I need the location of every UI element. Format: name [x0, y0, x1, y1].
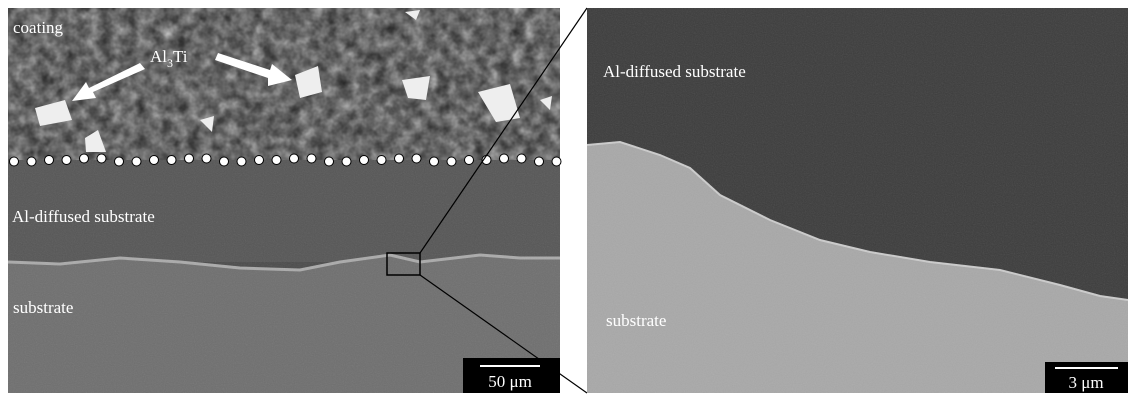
boundary-dot: [360, 156, 369, 165]
boundary-dot: [80, 154, 89, 163]
boundary-dot: [62, 156, 71, 165]
boundary-dot: [342, 157, 351, 166]
scale-bar-label: 3 μm: [1068, 373, 1103, 392]
boundary-dot: [255, 156, 264, 165]
figure: coating Al3Ti Al-diffused substrate subs…: [0, 0, 1135, 395]
boundary-dot: [10, 157, 19, 166]
boundary-dot: [395, 154, 404, 163]
boundary-dot: [412, 154, 421, 163]
boundary-dot: [517, 154, 526, 163]
boundary-dot: [45, 156, 54, 165]
label-part: Ti: [173, 47, 188, 66]
boundary-dot: [307, 154, 316, 163]
label-substrate: substrate: [606, 311, 666, 330]
boundary-dot: [430, 157, 439, 166]
boundary-dot: [290, 154, 299, 163]
label-coating: coating: [13, 18, 64, 37]
boundary-dot: [272, 156, 281, 165]
boundary-dot: [500, 154, 509, 163]
boundary-dot: [377, 156, 386, 165]
boundary-dot: [220, 157, 229, 166]
boundary-dot: [447, 157, 456, 166]
boundary-dot: [167, 156, 176, 165]
boundary-dot: [132, 157, 141, 166]
label-part: Al: [150, 47, 167, 66]
boundary-dot: [27, 157, 36, 166]
scale-bar-label: 50 μm: [488, 372, 532, 391]
boundary-dot: [237, 157, 246, 166]
boundary-dot: [535, 157, 544, 166]
label-substrate: substrate: [13, 298, 73, 317]
boundary-dot: [150, 156, 159, 165]
boundary-dot: [325, 157, 334, 166]
label-diffused: Al-diffused substrate: [603, 62, 746, 81]
right-panel: Al-diffused substrate substrate 3 μm: [587, 8, 1128, 393]
boundary-dot: [185, 154, 194, 163]
left-panel: coating Al3Ti Al-diffused substrate subs…: [8, 8, 561, 393]
boundary-dot: [115, 157, 124, 166]
boundary-dot: [202, 154, 211, 163]
label-diffused: Al-diffused substrate: [12, 207, 155, 226]
boundary-dot: [552, 157, 561, 166]
boundary-dot: [97, 154, 106, 163]
boundary-dot: [465, 156, 474, 165]
